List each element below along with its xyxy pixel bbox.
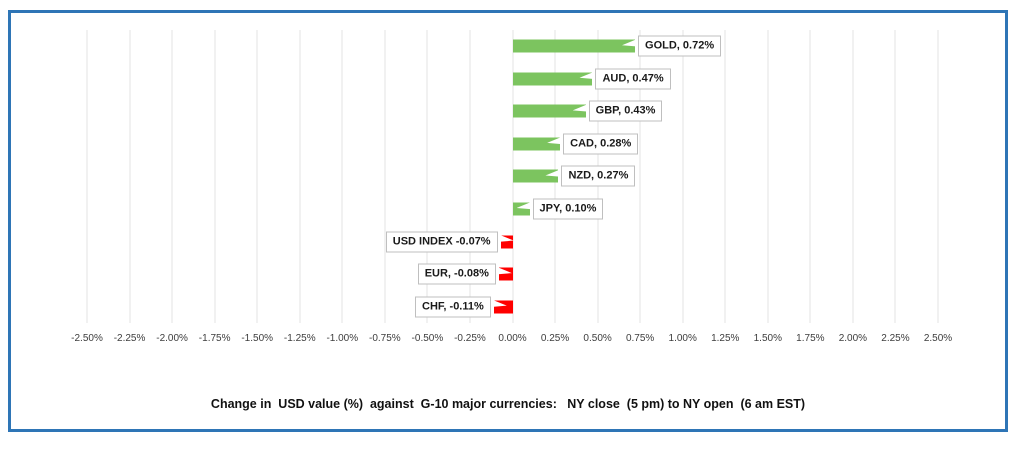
bar-row: GBP, 0.43% [87,95,938,128]
gridline [682,30,684,323]
x-tick-label: 2.50% [923,333,953,344]
gridline [469,30,471,323]
x-tick-label: 0.50% [583,333,612,344]
gridline [894,30,896,323]
callout-leader [496,233,514,242]
bar-rows: GOLD, 0.72% AUD, 0.47% GBP, 0.43% CAD, 0.28… [87,30,938,323]
gridline [384,30,386,323]
bar [512,39,636,53]
x-tick-label: -0.25% [454,333,486,344]
x-tick-label: -2.50% [71,333,103,344]
data-label-callout: GBP, 0.43% [588,100,663,122]
x-tick-label: -1.25% [283,333,316,344]
bar [512,72,593,86]
x-axis: -2.50% -2.25% -2.00% -1.75% -1.50% -1.25% -1.0… [71,333,952,347]
bar-row: CHF, -0.11% [87,290,938,323]
data-label-callout: AUD, 0.47% [595,68,671,90]
x-tick-label: 1.75% [796,333,825,344]
bar-row: GOLD, 0.72% [87,30,938,63]
gridline [341,30,343,323]
bar-row: EUR, -0.08% [87,258,938,291]
gridline [767,30,769,323]
data-label-callout: CAD, 0.28% [563,133,639,155]
gridline [852,30,854,323]
chart-title: Change in USD value (%) against G-10 maj… [210,397,806,411]
x-tick-label: 0.75% [625,333,655,344]
bar-row: JPY, 0.10% [87,193,938,226]
gridline [809,30,811,323]
data-label-callout: EUR, -0.08% [417,263,496,285]
bar-row: NZD, 0.27% [87,160,938,193]
data-label-callout: CHF, -0.11% [415,296,491,318]
x-tick-label: 1.50% [753,333,782,344]
bar-row: CAD, 0.28% [87,128,938,161]
gridline [299,30,301,323]
x-tick-label: 2.25% [881,333,910,344]
gridline [171,30,173,323]
gridline [214,30,216,323]
callout-leader [622,38,640,47]
gridline [426,30,428,323]
bar [500,235,513,249]
callout-leader [547,135,565,145]
gridline [639,30,641,323]
bar-row: AUD, 0.47% [87,63,938,96]
callout-leader [579,70,597,80]
bar [512,137,561,151]
x-tick-label: -2.25% [113,333,146,344]
data-label-callout: NZD, 0.27% [561,165,636,187]
data-label-callout: USD INDEX -0.07% [385,231,498,253]
x-tick-label: -1.00% [326,333,359,344]
callout-leader [545,168,563,177]
plot-area: GOLD, 0.72% AUD, 0.47% GBP, 0.43% CAD, 0.28… [86,30,939,323]
gridline [256,30,258,323]
callout-leader [516,201,534,210]
callout-leader [494,266,512,275]
callout-leader [572,103,590,112]
x-tick-label: -2.00% [156,333,188,344]
bar [512,169,559,183]
x-tick-label: 0.25% [540,333,570,344]
x-tick-label: 0.00% [498,333,527,344]
gridline [86,30,88,323]
bar [512,104,586,118]
gridline [129,30,131,323]
x-tick-label: -1.75% [198,333,231,344]
callout-leader [489,298,507,308]
x-tick-label: -0.50% [411,333,444,344]
data-label-callout: JPY, 0.10% [532,198,604,220]
x-tick-label: 1.25% [711,333,740,344]
x-tick-label: -1.50% [241,333,274,344]
chart-frame: GOLD, 0.72% AUD, 0.47% GBP, 0.43% CAD, 0.28… [8,10,1008,432]
x-tick-label: 1.00% [668,333,697,344]
x-tick-label: -0.75% [369,333,401,344]
bar-row: USD INDEX -0.07% [87,225,938,258]
gridline [937,30,939,323]
gridline [724,30,726,323]
data-label-callout: GOLD, 0.72% [638,35,722,57]
x-tick-label: 2.00% [838,333,868,344]
